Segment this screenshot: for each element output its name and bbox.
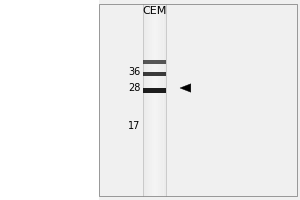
Bar <box>150 4 151 196</box>
Bar <box>160 4 161 196</box>
Bar <box>163 4 164 196</box>
Bar <box>161 4 162 196</box>
Bar <box>143 4 144 196</box>
Bar <box>148 4 149 196</box>
Bar <box>156 4 157 196</box>
Bar <box>99 4 297 196</box>
Bar <box>154 4 155 196</box>
Bar <box>165 4 166 196</box>
Bar <box>147 4 148 196</box>
Bar <box>157 4 158 196</box>
Text: 36: 36 <box>128 67 140 77</box>
Polygon shape <box>180 84 191 92</box>
Bar <box>99 0 300 200</box>
Bar <box>164 4 165 196</box>
Bar <box>153 4 154 196</box>
Text: 17: 17 <box>128 121 140 131</box>
Bar <box>159 4 160 196</box>
Bar <box>146 4 147 196</box>
Bar <box>155 4 156 196</box>
Bar <box>149 4 150 196</box>
Bar <box>145 4 146 196</box>
Text: CEM: CEM <box>142 6 167 16</box>
Text: 28: 28 <box>128 83 140 93</box>
Bar <box>158 4 159 196</box>
Bar <box>162 4 163 196</box>
Bar <box>152 4 153 196</box>
Bar <box>143 72 166 76</box>
Bar <box>143 88 166 93</box>
Bar <box>144 4 145 196</box>
Bar <box>143 60 166 64</box>
Bar <box>151 4 152 196</box>
